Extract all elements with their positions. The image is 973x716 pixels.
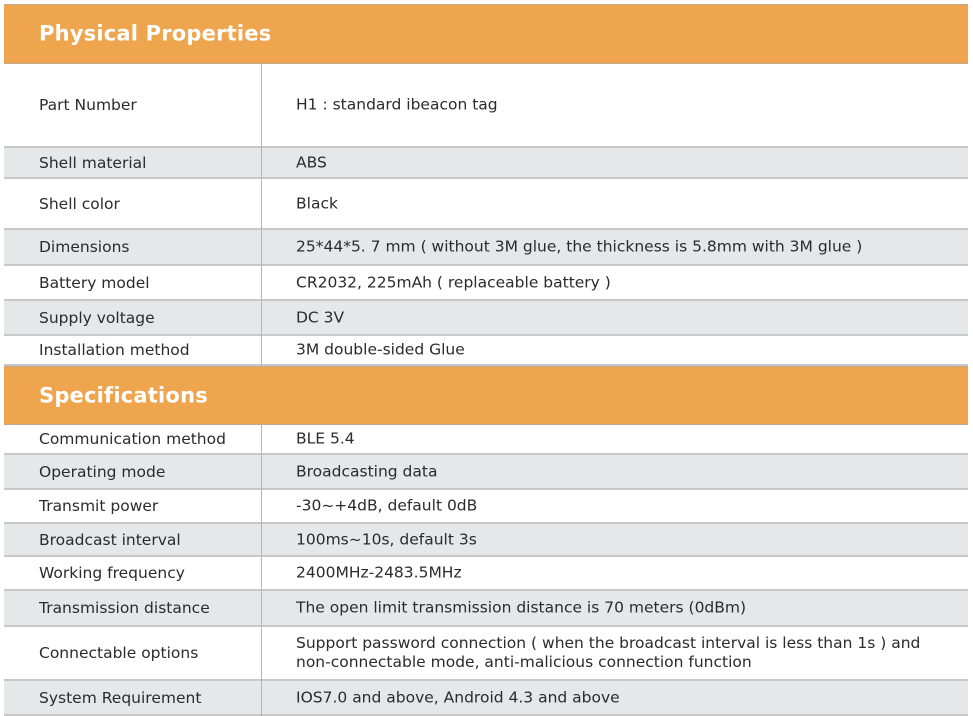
- table-row: Broadcast interval 100ms~10s, default 3s: [4, 524, 968, 557]
- column-divider: [261, 425, 262, 455]
- table-row: Part Number H1 : standard ibeacon tag: [4, 64, 968, 148]
- column-divider: [261, 455, 262, 490]
- table-row: Battery model CR2032, 225mAh ( replaceabl…: [4, 266, 968, 301]
- table-row: Shell color Black: [4, 179, 968, 230]
- property-value: ABS: [296, 153, 327, 171]
- property-label: Broadcast interval: [39, 530, 181, 549]
- property-value: BLE 5.4: [296, 429, 355, 448]
- property-value: Support password connection ( when the b…: [296, 634, 921, 671]
- section-title: Physical Properties: [39, 21, 272, 46]
- property-label: Shell material: [39, 153, 147, 172]
- column-divider: [261, 64, 262, 148]
- column-divider: [261, 148, 262, 179]
- property-value: IOS7.0 and above, Android 4.3 and above: [296, 688, 620, 706]
- property-label: Battery model: [39, 273, 150, 292]
- table-row: Operating mode Broadcasting data: [4, 455, 968, 490]
- property-value: 100ms~10s, default 3s: [296, 530, 477, 548]
- column-divider: [261, 301, 262, 336]
- table-row: Shell material ABS: [4, 148, 968, 179]
- property-label: Communication method: [39, 430, 226, 448]
- column-divider: [261, 490, 262, 524]
- column-divider: [261, 681, 262, 716]
- property-label: Dimensions: [39, 238, 130, 256]
- column-divider: [261, 266, 262, 301]
- property-label: System Requirement: [39, 688, 202, 707]
- table-row: Transmission distance The open limit tran…: [4, 591, 968, 627]
- table-row: Communication method BLE 5.4: [4, 425, 968, 455]
- table-row: System Requirement IOS7.0 and above, Andr…: [4, 681, 968, 716]
- property-value: 25*44*5. 7 mm ( without 3M glue, the thi…: [296, 237, 863, 256]
- table-row: Connectable options Support password conn…: [4, 627, 968, 681]
- column-divider: [261, 336, 262, 366]
- column-divider: [261, 591, 262, 627]
- property-value: DC 3V: [296, 308, 345, 326]
- property-label: Operating mode: [39, 462, 166, 481]
- property-value: 2400MHz-2483.5MHz: [296, 563, 462, 582]
- property-label: Transmission distance: [39, 599, 210, 617]
- column-divider: [261, 627, 262, 681]
- section-header: Physical Properties: [4, 4, 968, 64]
- property-value: CR2032, 225mAh ( replaceable battery ): [296, 273, 611, 291]
- property-label: Part Number: [39, 96, 137, 114]
- property-label: Shell color: [39, 194, 120, 213]
- property-label: Supply voltage: [39, 308, 155, 327]
- table-row: Supply voltage DC 3V: [4, 301, 968, 336]
- property-value: 3M double-sided Glue: [296, 340, 465, 359]
- table-row: Installation method 3M double-sided Glue: [4, 336, 968, 366]
- section-header: Specifications: [4, 366, 968, 425]
- column-divider: [261, 230, 262, 266]
- property-value: Black: [296, 194, 338, 212]
- table-row: Working frequency 2400MHz-2483.5MHz: [4, 557, 968, 591]
- column-divider: [261, 524, 262, 557]
- property-value: -30~+4dB, default 0dB: [296, 496, 478, 515]
- property-label: Connectable options: [39, 644, 199, 662]
- section-title: Specifications: [39, 383, 208, 408]
- property-value: Broadcasting data: [296, 462, 438, 480]
- property-value: The open limit transmission distance is …: [296, 598, 747, 617]
- column-divider: [261, 557, 262, 591]
- table-row: Dimensions 25*44*5. 7 mm ( without 3M glu…: [4, 230, 968, 266]
- property-label: Installation method: [39, 341, 190, 359]
- property-value: H1 : standard ibeacon tag: [296, 95, 498, 114]
- column-divider: [261, 179, 262, 230]
- property-label: Working frequency: [39, 564, 185, 582]
- table-row: Transmit power -30~+4dB, default 0dB: [4, 490, 968, 524]
- property-label: Transmit power: [39, 497, 159, 515]
